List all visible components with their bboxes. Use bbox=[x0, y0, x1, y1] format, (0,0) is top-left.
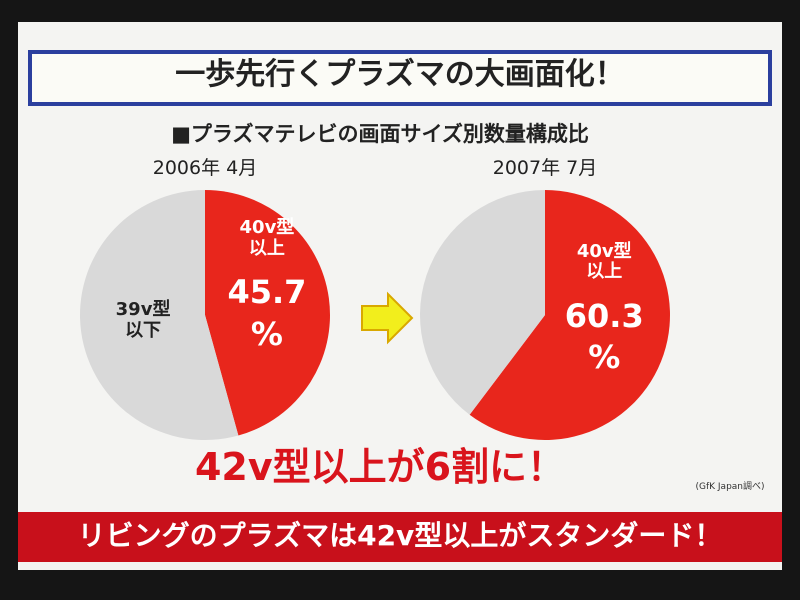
banner: リビングのプラズマは42v型以上がスタンダード！ bbox=[77, 519, 723, 552]
arrow bbox=[361, 291, 414, 345]
pie-title: 2007年 7月 bbox=[492, 157, 598, 179]
slice-label: 39v型 以下 bbox=[115, 299, 171, 341]
pie-slice bbox=[205, 190, 331, 436]
slide-title: 一歩先行くプラズマの大画面化！ bbox=[175, 57, 625, 92]
value-label: 45.7 % bbox=[227, 272, 307, 353]
conclusion: 42v型以上が6割に！ bbox=[194, 445, 566, 489]
pie-slice bbox=[469, 190, 671, 441]
source: (GfK Japan調べ) bbox=[695, 482, 765, 492]
pie-slice bbox=[420, 190, 545, 415]
slice-label: 40v型 以上 bbox=[576, 240, 632, 283]
value-label: 60.3 % bbox=[564, 296, 644, 377]
pie-slice bbox=[80, 190, 239, 440]
subtitle: ■プラズマテレビの画面サイズ別数量構成比 bbox=[171, 122, 589, 146]
banner-bar bbox=[18, 512, 782, 562]
slice-label: 40v型 以上 bbox=[239, 216, 295, 259]
title-box bbox=[28, 50, 772, 106]
pie-title: 2006年 4月 bbox=[152, 157, 258, 179]
